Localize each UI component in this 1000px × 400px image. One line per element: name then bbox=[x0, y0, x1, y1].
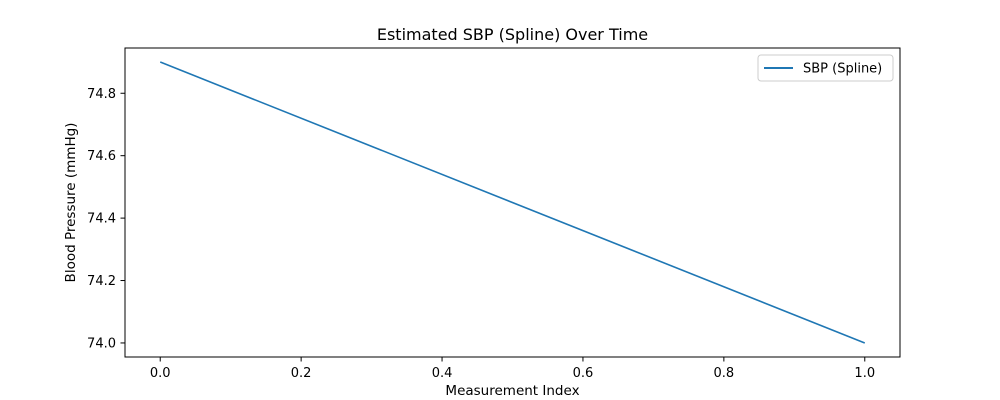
x-axis-label: Measurement Index bbox=[445, 383, 579, 399]
plot-frame bbox=[124, 47, 901, 358]
x-tick-label: 0.0 bbox=[150, 366, 171, 381]
series-line-sbp-spline bbox=[159, 61, 866, 344]
chart-title: Estimated SBP (Spline) Over Time bbox=[377, 25, 648, 44]
series-layer bbox=[159, 61, 866, 344]
y-axis-label: Blood Pressure (mmHg) bbox=[63, 123, 79, 283]
legend-label-sbp-spline: SBP (Spline) bbox=[803, 62, 882, 77]
x-tick-label: 0.6 bbox=[573, 366, 594, 381]
x-tick-label: 1.0 bbox=[854, 366, 875, 381]
y-tick-label: 74.0 bbox=[87, 336, 116, 351]
x-tick-label: 0.8 bbox=[714, 366, 735, 381]
y-tick-label: 74.6 bbox=[87, 149, 116, 164]
y-tick-label: 74.2 bbox=[87, 274, 116, 289]
y-tick-label: 74.4 bbox=[87, 212, 116, 227]
legend-box bbox=[757, 54, 894, 82]
y-axis-ticks: 74.0 74.2 74.4 74.6 74.8 bbox=[87, 87, 125, 351]
y-tick-label: 74.8 bbox=[87, 87, 116, 102]
x-tick-label: 0.4 bbox=[432, 366, 453, 381]
x-axis-ticks: 0.0 0.2 0.4 0.6 0.8 1.0 bbox=[150, 357, 875, 381]
x-tick-label: 0.2 bbox=[291, 366, 312, 381]
legend: SBP (Spline) bbox=[757, 54, 894, 82]
